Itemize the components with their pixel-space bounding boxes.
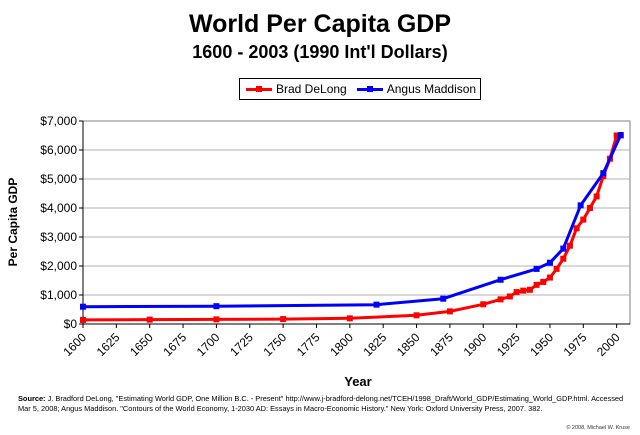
point-angus-maddison-2003 <box>617 132 624 139</box>
plot-area <box>82 120 631 325</box>
point-brad-delong-1970 <box>573 225 580 232</box>
legend-item-maddison: Angus Maddison <box>356 82 477 96</box>
point-brad-delong-1900 <box>480 301 487 308</box>
point-angus-maddison-1960 <box>560 245 567 252</box>
legend-item-delong: Brad DeLong <box>246 82 347 96</box>
x-tick-label-1875: 1875 <box>427 330 456 359</box>
y-tick-label-7: $7,000 <box>40 114 77 128</box>
x-axis-title: Year <box>344 374 371 389</box>
x-tick-label-1700: 1700 <box>194 330 223 359</box>
point-brad-delong-1980 <box>586 205 593 211</box>
x-tick-label-1975: 1975 <box>561 330 590 359</box>
credit: © 2008, Michael W. Kruse <box>566 425 630 431</box>
point-angus-maddison-1870 <box>440 295 447 302</box>
point-brad-delong-1925 <box>513 289 520 296</box>
x-tick-label-1950: 1950 <box>527 330 556 359</box>
point-brad-delong-1985 <box>593 193 600 200</box>
y-tick-label-4: $4,000 <box>40 201 77 215</box>
point-brad-delong-1955 <box>553 265 560 272</box>
point-angus-maddison-1950 <box>546 259 553 266</box>
x-tick-label-1650: 1650 <box>127 330 156 359</box>
chart-title: World Per Capita GDP <box>188 10 452 38</box>
x-tick-label-1675: 1675 <box>160 330 189 359</box>
legend-swatch-maddison <box>356 84 383 94</box>
y-tick-label-0: $0 <box>64 317 78 331</box>
source-note: Source: J. Bradford DeLong, "Estimating … <box>18 394 628 414</box>
y-tick-label-6: $6,000 <box>40 143 77 157</box>
y-tick-label-2: $2,000 <box>40 259 77 273</box>
legend-label-delong: Brad DeLong <box>276 82 347 96</box>
point-angus-maddison-1820 <box>373 301 380 308</box>
y-tick-label-1: $1,000 <box>40 288 77 302</box>
point-brad-delong-1960 <box>560 255 567 262</box>
legend-swatch-delong <box>246 84 272 94</box>
point-brad-delong-1800 <box>346 315 353 322</box>
point-angus-maddison-1600 <box>80 303 86 310</box>
x-tick-label-2000: 2000 <box>594 330 623 359</box>
point-angus-maddison-1973 <box>577 202 584 209</box>
point-angus-maddison-1913 <box>497 276 504 283</box>
x-tick-label-1725: 1725 <box>227 330 256 359</box>
point-brad-delong-1965 <box>566 242 573 249</box>
point-brad-delong-1913 <box>497 296 504 303</box>
x-tick-label-1850: 1850 <box>394 330 423 359</box>
source-label: Source: <box>18 394 46 403</box>
x-tick-label-1825: 1825 <box>361 330 390 359</box>
point-angus-maddison-1940 <box>533 265 540 272</box>
y-tick-label-5: $5,000 <box>40 172 77 186</box>
source-text: J. Bradford DeLong, "Estimating World GD… <box>18 394 624 413</box>
point-angus-maddison-1990 <box>600 170 607 177</box>
x-tick-label-1775: 1775 <box>294 330 323 359</box>
point-brad-delong-1940 <box>533 281 540 288</box>
point-angus-maddison-1700 <box>213 303 220 310</box>
chart-subtitle: 1600 - 2003 (1990 Int'l Dollars) <box>192 42 448 62</box>
point-brad-delong-1650 <box>146 316 153 323</box>
point-brad-delong-1930 <box>520 287 527 294</box>
point-brad-delong-1875 <box>446 308 453 315</box>
point-brad-delong-1600 <box>80 316 86 323</box>
x-tick-label-1750: 1750 <box>260 330 289 359</box>
point-brad-delong-2000 <box>613 132 620 139</box>
point-brad-delong-1920 <box>506 293 513 300</box>
y-axis-title: Per Capita GDP <box>6 178 20 267</box>
point-brad-delong-1850 <box>413 312 420 319</box>
x-tick-label-1925: 1925 <box>494 330 523 359</box>
point-brad-delong-1975 <box>580 216 587 223</box>
x-tick-label-1600: 1600 <box>60 330 89 359</box>
point-brad-delong-1950 <box>546 274 553 281</box>
x-tick-label-1625: 1625 <box>94 330 123 359</box>
x-tick-label-1800: 1800 <box>327 330 356 359</box>
point-brad-delong-1935 <box>526 286 533 293</box>
legend-label-maddison: Angus Maddison <box>386 82 477 96</box>
point-brad-delong-1750 <box>280 316 287 323</box>
y-tick-label-3: $3,000 <box>40 230 77 244</box>
point-brad-delong-1945 <box>540 278 547 285</box>
point-brad-delong-1700 <box>213 316 220 323</box>
legend: Brad DeLong Angus Maddison <box>239 78 481 100</box>
x-tick-label-1900: 1900 <box>461 330 490 359</box>
